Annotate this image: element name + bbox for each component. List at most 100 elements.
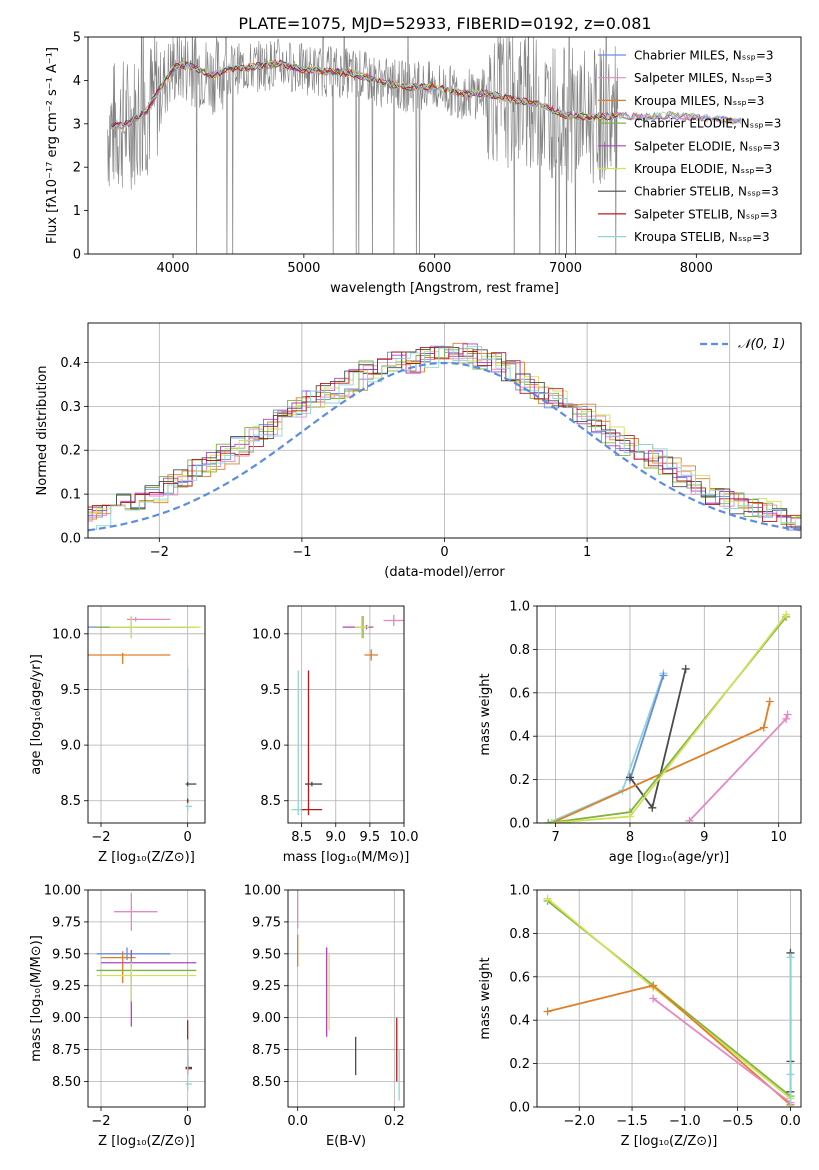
weight-marker xyxy=(649,981,658,990)
plot-area xyxy=(297,890,400,1101)
x-axis-label: (data-model)/error xyxy=(384,565,505,580)
y-tick-label: 10.00 xyxy=(44,884,81,899)
model-line-salpeter_stelib xyxy=(109,59,619,128)
y-tick-label: 8.75 xyxy=(252,1043,281,1058)
panel-spectrum: 4000 5000 6000 7000 8000 0 1 2 3 4 5 wavelength [An… xyxy=(45,31,802,296)
panel-mass_vs_ebv: 0.0 0.2 8.50 8.75 9.00 9.25 9.50 9.75 10.00 E(B-V… xyxy=(244,884,405,1150)
histogram-chabrier_elodie xyxy=(88,348,801,525)
x-tick-label: 9.0 xyxy=(325,830,346,845)
y-tick-label: 0.2 xyxy=(509,1057,530,1072)
weight-marker xyxy=(786,1070,795,1079)
panel-weight_vs_Z: −2.0 −1.5 −1.0 −0.5 0.0 0.0 0.2 0.4 0.6 0.8 1.0 Z [… xyxy=(478,884,802,1149)
y-tick-label: 2 xyxy=(73,161,81,176)
weight-marker xyxy=(786,1103,795,1107)
y-tick-label: 9.25 xyxy=(252,979,281,994)
weight-marker xyxy=(765,697,774,706)
y-tick-label: 0.1 xyxy=(60,488,81,503)
y-tick-label: 10.00 xyxy=(244,884,281,899)
x-axis-label: Z [log₁₀(Z/Z⊙)] xyxy=(98,1134,195,1149)
y-tick-label: 10.0 xyxy=(52,627,81,642)
y-tick-label: 9.5 xyxy=(60,683,81,698)
x-tick-label: −2 xyxy=(91,1114,110,1129)
y-axis-label: Normed distribution xyxy=(35,366,50,496)
x-tick-label: −1.0 xyxy=(669,1114,701,1129)
x-tick-label: 0 xyxy=(184,830,192,845)
y-tick-label: 10.0 xyxy=(252,627,281,642)
y-tick-label: 0.6 xyxy=(509,970,530,985)
x-tick-label: −0.5 xyxy=(722,1114,754,1129)
x-tick-label: 9 xyxy=(700,830,708,845)
x-tick-label: −2 xyxy=(91,830,110,845)
x-tick-label: 9.5 xyxy=(360,830,381,845)
y-tick-label: 0.6 xyxy=(509,686,530,701)
y-tick-label: 4 xyxy=(73,74,81,89)
plot-area xyxy=(96,892,197,1091)
plot-area xyxy=(88,342,801,532)
weight-marker xyxy=(625,812,634,821)
x-tick-label: 5000 xyxy=(287,261,320,276)
legend-label: Kroupa STELIB, Nₛₛₚ=3 xyxy=(634,230,770,244)
figure-title: PLATE=1075, MJD=52933, FIBERID=0192, z=0… xyxy=(238,14,651,33)
axes-frame xyxy=(87,322,802,539)
x-tick-label: 0.0 xyxy=(780,1114,801,1129)
legend-label: 𝒩(0, 1) xyxy=(738,337,785,352)
x-tick-label: 10.0 xyxy=(390,830,419,845)
x-tick-label: 4000 xyxy=(156,261,189,276)
legend-label: Chabrier STELIB, Nₛₛₚ=3 xyxy=(634,185,779,199)
y-tick-label: 8.50 xyxy=(52,1075,81,1090)
y-tick-label: 9.0 xyxy=(60,739,81,754)
y-tick-label: 0.8 xyxy=(509,643,530,658)
panel-age_vs_Z: −2 0 8.5 9.0 9.5 10.0 Z [log₁₀(Z/Z⊙)] age [log₁… xyxy=(29,605,206,865)
axes-frame xyxy=(536,605,802,824)
weight-marker xyxy=(685,816,694,823)
x-tick-label: 0 xyxy=(184,1114,192,1129)
model-line-kroupa_elodie xyxy=(159,60,619,122)
x-tick-label: −2.0 xyxy=(563,1114,595,1129)
histogram-salpeter_elodie xyxy=(88,343,801,529)
y-tick-label: 0.2 xyxy=(509,773,530,788)
y-tick-label: 1.0 xyxy=(509,884,530,899)
weight-marker xyxy=(783,710,792,719)
panel-weight_vs_age: 7 8 9 10 0.0 0.2 0.4 0.6 0.8 1.0 age [log₁₀(age/yr… xyxy=(478,600,802,865)
y-tick-label: 9.00 xyxy=(52,1011,81,1026)
y-tick-label: 0.4 xyxy=(60,356,81,371)
weight-marker xyxy=(649,994,658,1003)
x-tick-label: 8.5 xyxy=(291,830,312,845)
y-tick-label: 9.0 xyxy=(260,739,281,754)
y-tick-label: 9.50 xyxy=(252,947,281,962)
weight-marker xyxy=(543,894,552,903)
y-tick-label: 9.00 xyxy=(252,1011,281,1026)
weight-marker xyxy=(782,714,791,723)
axes-frame xyxy=(87,605,206,824)
weight-marker xyxy=(543,1007,552,1016)
x-tick-label: 6000 xyxy=(418,261,451,276)
weight-line-kroupa_elodie xyxy=(551,614,787,823)
x-tick-label: 1 xyxy=(583,545,591,560)
x-tick-label: 7 xyxy=(551,830,559,845)
x-tick-label: 0.0 xyxy=(287,1114,308,1129)
weight-line-kroupa_miles xyxy=(551,701,771,823)
y-tick-label: 0.3 xyxy=(60,400,81,415)
weight-marker xyxy=(659,671,668,680)
y-tick-label: 9.75 xyxy=(52,915,81,930)
y-tick-label: 9.25 xyxy=(52,979,81,994)
spectrum-data-line xyxy=(107,37,619,254)
plot-area xyxy=(291,614,404,816)
legend-label: Chabrier MILES, Nₛₛₚ=3 xyxy=(634,49,774,63)
y-tick-label: 0.0 xyxy=(60,532,81,547)
y-axis-label: mass weight xyxy=(478,957,493,1039)
weight-marker xyxy=(782,610,791,619)
weight-line-chabrier_miles xyxy=(629,675,665,780)
axes-frame xyxy=(87,36,802,255)
y-tick-label: 1 xyxy=(73,204,81,219)
y-axis-label: mass weight xyxy=(478,673,493,755)
legend-label: Salpeter STELIB, Nₛₛₚ=3 xyxy=(634,207,778,221)
y-tick-label: 0.4 xyxy=(509,1014,530,1029)
weight-marker xyxy=(544,819,553,823)
y-axis-label: mass [log₁₀(M/M⊙)] xyxy=(29,935,44,1062)
y-axis-label: age [log₁₀(age/yr)] xyxy=(29,654,44,775)
weight-marker xyxy=(759,723,768,732)
x-axis-label: E(B-V) xyxy=(326,1134,366,1149)
legend-label: Kroupa MILES, Nₛₛₚ=3 xyxy=(634,94,764,108)
